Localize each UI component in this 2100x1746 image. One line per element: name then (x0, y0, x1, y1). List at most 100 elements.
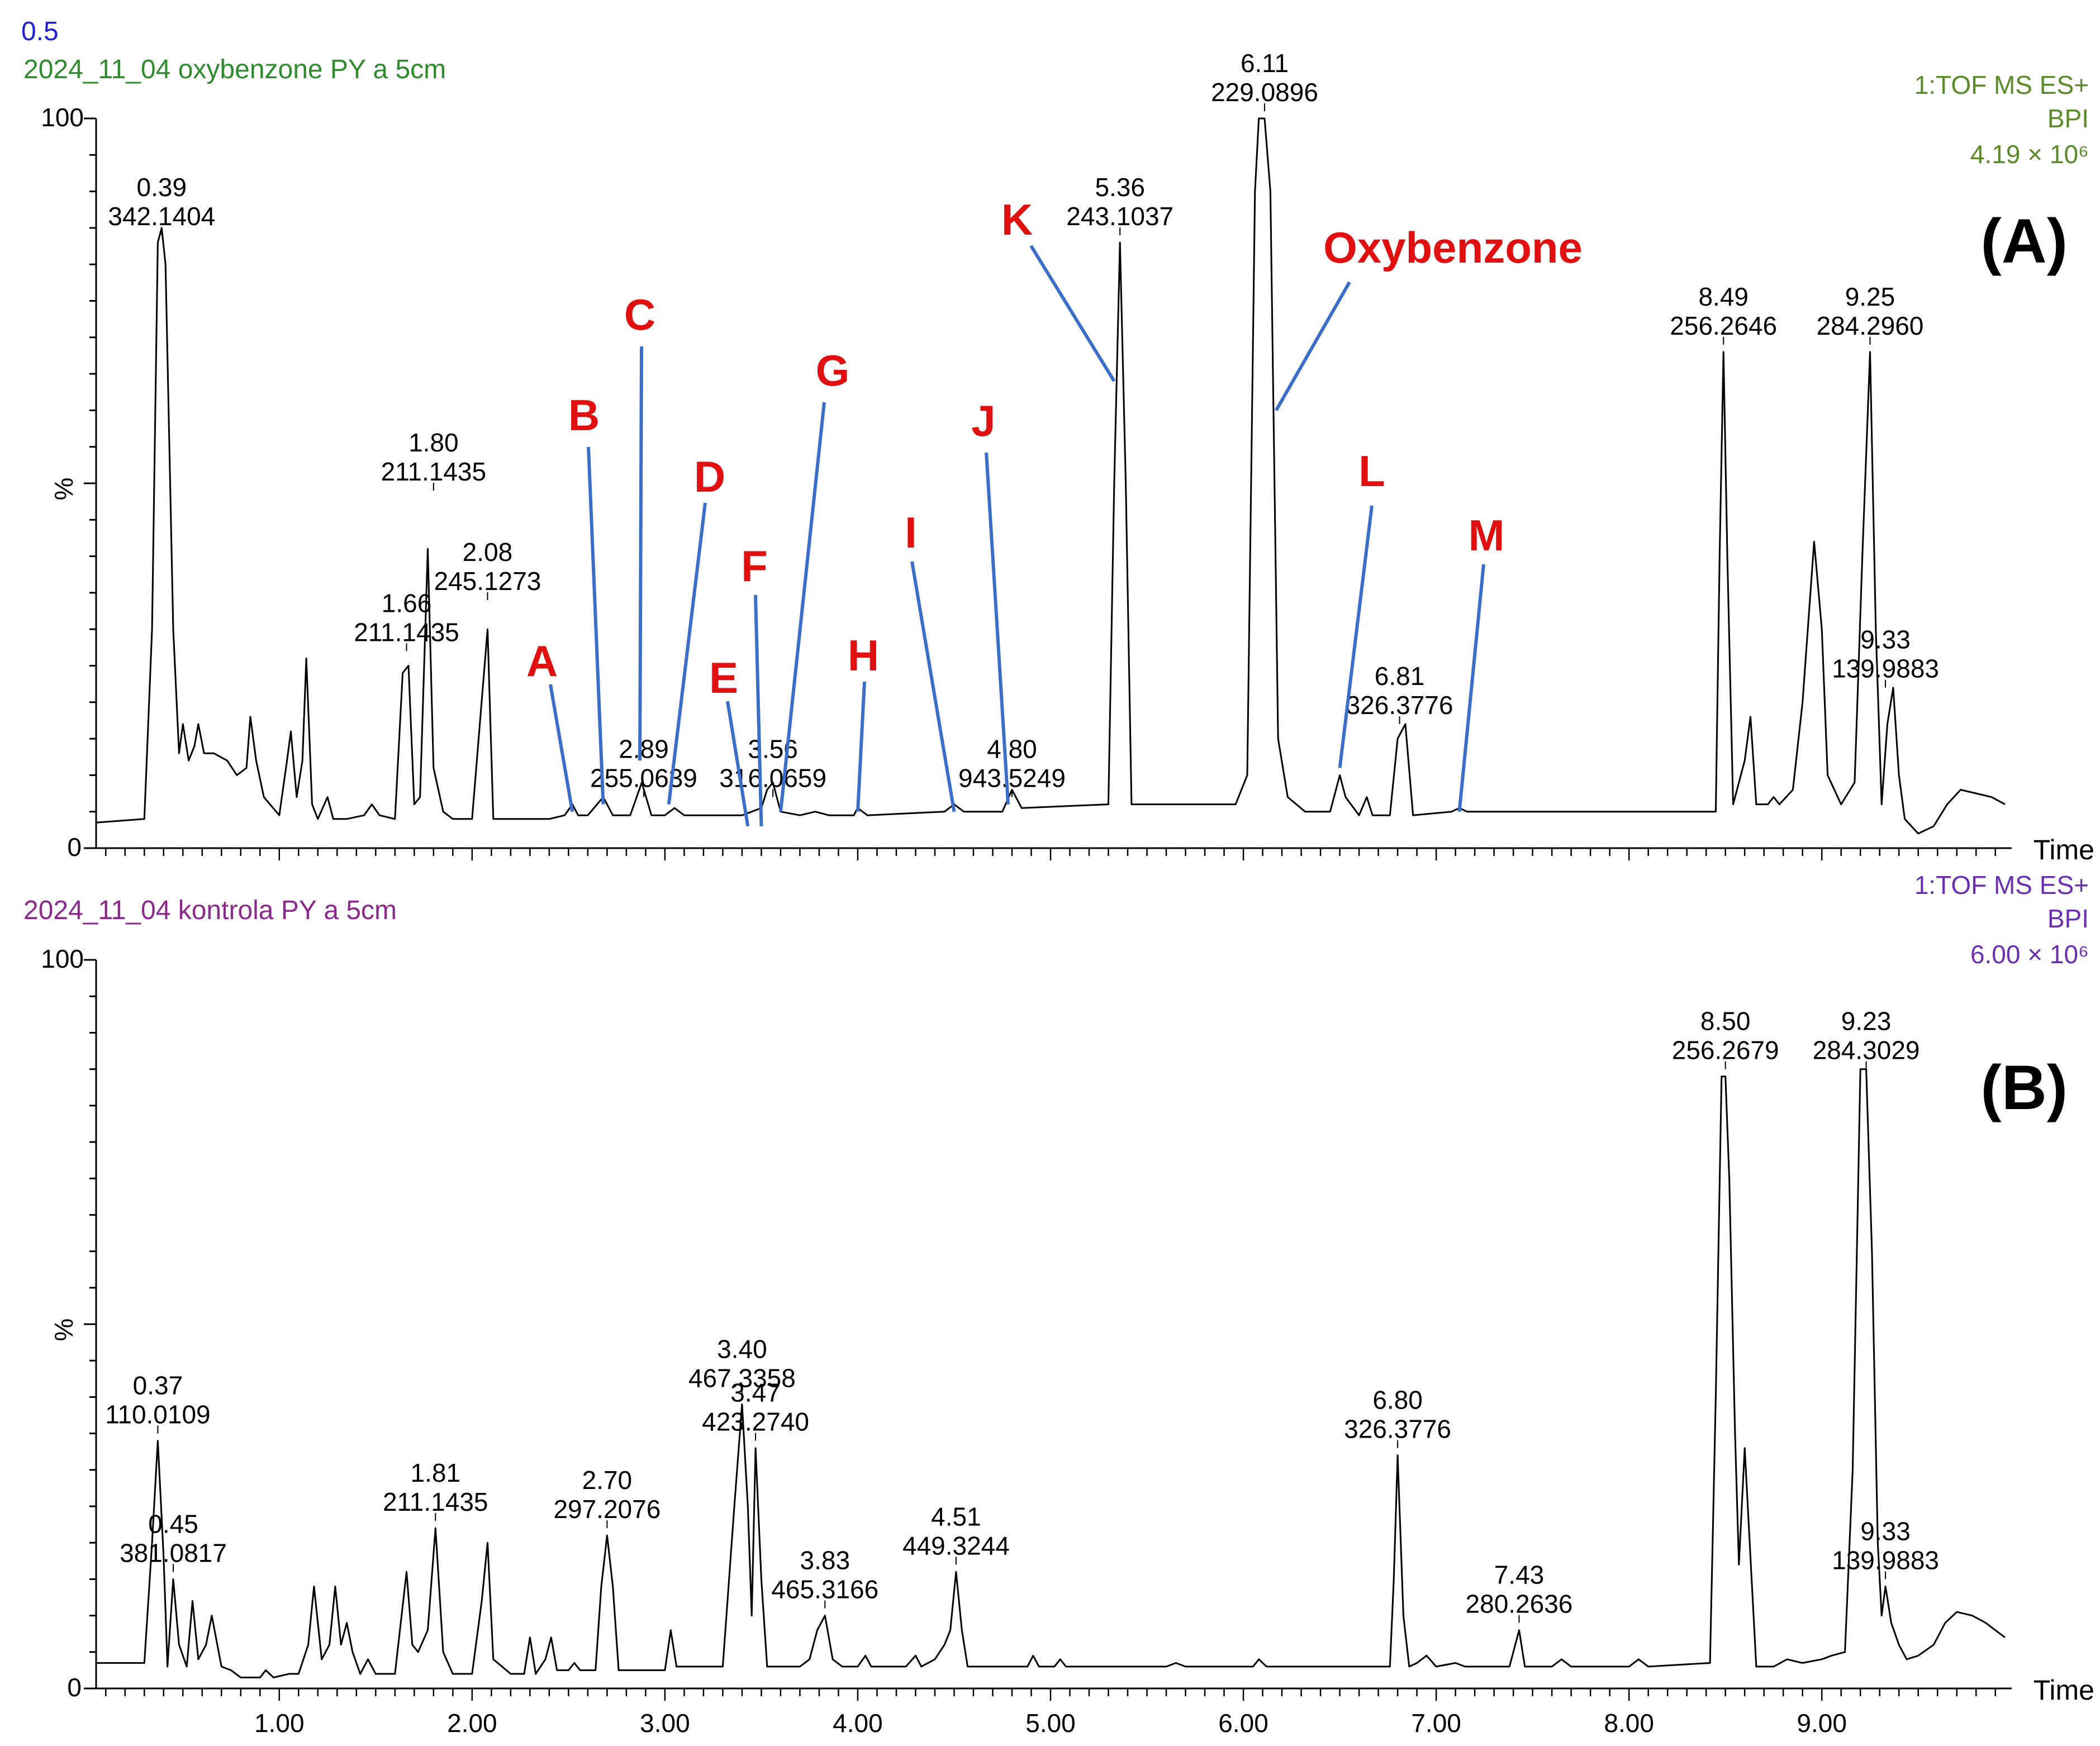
peak-label-rt: 9.25 (1845, 282, 1895, 311)
peak-label-mz: 243.1037 (1066, 202, 1173, 231)
peak-label-mz: 326.3776 (1346, 691, 1453, 720)
annotation-label: B (568, 391, 600, 440)
peak-label-mz: 256.2679 (1672, 1036, 1779, 1065)
peak-label-rt: 1.81 (411, 1458, 461, 1487)
peak-label-mz: 423.2740 (702, 1407, 809, 1436)
panel-title: 2024_11_04 kontrola PY a 5cm (23, 896, 397, 925)
peak-label-rt: 0.45 (148, 1509, 198, 1538)
annotation-label: M (1469, 511, 1505, 560)
peak-label-mz: 211.1435 (354, 617, 459, 646)
peak-label-mz: 465.3166 (771, 1575, 878, 1604)
x-tick-label: 1.00 (254, 1709, 305, 1738)
annotation-leader-line (754, 594, 763, 826)
x-tick-label: 3.00 (640, 1709, 690, 1738)
annotation-leader-line (667, 502, 707, 805)
acquisition-info-line: 1:TOF MS ES+ (1914, 870, 2089, 900)
acquisition-info-line: BPI (2047, 904, 2089, 933)
x-axis-label: Time (2034, 1674, 2094, 1706)
annotation-leader-line (1275, 281, 1351, 411)
x-tick-label: 7.00 (1411, 1709, 1461, 1738)
y-tick-label: 100 (41, 103, 84, 132)
annotation-leader-line (638, 346, 643, 761)
peak-label-mz: 381.0817 (120, 1538, 227, 1567)
annotation-leader-line (549, 684, 574, 812)
peak-label-mz: 110.0109 (105, 1400, 210, 1429)
annotation-leader-line (1457, 564, 1485, 812)
annotation-leader-line (587, 446, 605, 805)
peak-label-rt: 3.47 (730, 1378, 781, 1407)
annotation-label: K (1001, 195, 1033, 244)
panel-label: (B) (1981, 1053, 2068, 1122)
x-tick-label: 6.00 (1218, 1709, 1268, 1738)
annotation-leader-line (726, 701, 750, 827)
chromatogram-trace (96, 1068, 2006, 1678)
peak-label-rt: 6.11 (1241, 49, 1289, 78)
peak-label-mz: 284.3029 (1813, 1036, 1920, 1065)
peak-label-mz: 255.0639 (590, 764, 697, 793)
peak-label-rt: 4.51 (931, 1502, 981, 1531)
annotation-leader-line (910, 561, 956, 812)
annotation-label: A (526, 636, 558, 686)
x-tick-label: 9.00 (1797, 1709, 1847, 1738)
x-tick-label: 2.00 (447, 1709, 497, 1738)
peak-label-rt: 8.49 (1698, 282, 1749, 311)
peak-label-mz: 229.0896 (1211, 78, 1318, 107)
peak-label-mz: 326.3776 (1344, 1415, 1451, 1444)
panel-a: 2024_11_04 oxybenzone PY a 5cm 1:TOF MS E… (23, 49, 2094, 865)
annotation-label: F (741, 541, 768, 591)
annotation-leader-line (1029, 245, 1116, 382)
peak-label-rt: 9.33 (1860, 1516, 1911, 1545)
annotation-label: H (848, 631, 879, 680)
peak-label-rt: 8.50 (1700, 1007, 1751, 1036)
annotation-leader-line (985, 452, 1010, 805)
y-tick-label: 0 (67, 1673, 82, 1702)
peak-label-rt: 0.37 (133, 1371, 183, 1400)
peak-label-mz: 211.1435 (381, 457, 486, 486)
peak-label-mz: 943.5249 (958, 764, 1066, 793)
peak-label-mz: 245.1273 (434, 567, 541, 596)
peak-label-mz: 284.2960 (1817, 311, 1924, 340)
peak-label-mz: 256.2646 (1670, 311, 1777, 340)
peak-label-mz: 467.3358 (688, 1363, 796, 1392)
y-axis-label: % (49, 478, 78, 501)
peak-label-rt: 7.43 (1494, 1561, 1545, 1590)
panel-b: 2024_11_04 kontrola PY a 5cm 1:TOF MS ES+… (23, 870, 2094, 1738)
peak-label-rt: 9.33 (1860, 625, 1911, 654)
annotation-label: L (1358, 446, 1385, 496)
peak-label-rt: 6.81 (1375, 662, 1425, 691)
annotation-leader-line (778, 402, 826, 812)
x-axis-label: Time (2034, 834, 2094, 865)
annotation-label: I (905, 508, 917, 557)
annotation-label: G (816, 346, 850, 395)
scale-label: 0.5 (21, 17, 59, 46)
annotation-leader-line (1338, 505, 1374, 768)
peak-label-mz: 342.1404 (108, 202, 215, 231)
panel-label: (A) (1981, 206, 2068, 276)
chromatogram-trace (96, 117, 2006, 835)
panel-title: 2024_11_04 oxybenzone PY a 5cm (23, 55, 446, 84)
acquisition-info-line: 6.00 × 10⁶ (1970, 940, 2089, 969)
peak-label-mz: 211.1435 (383, 1487, 488, 1516)
peak-label-rt: 1.66 (382, 588, 432, 617)
peak-label-rt: 4.80 (987, 735, 1037, 764)
acquisition-info-line: 1:TOF MS ES+ (1914, 70, 2089, 99)
peak-label-mz: 297.2076 (553, 1495, 661, 1524)
peak-label-rt: 3.40 (717, 1334, 767, 1363)
acquisition-info-line: BPI (2047, 104, 2089, 133)
annotation-label: C (624, 290, 655, 339)
peak-label-rt: 3.83 (800, 1546, 851, 1575)
x-tick-label: 4.00 (833, 1709, 883, 1738)
y-axis-label: % (49, 1319, 78, 1341)
peak-label-rt: 6.80 (1372, 1386, 1423, 1415)
peak-label-rt: 9.23 (1841, 1007, 1892, 1036)
peak-label-rt: 0.39 (137, 173, 187, 202)
annotation-label: D (694, 452, 725, 501)
x-tick-label: 8.00 (1604, 1709, 1654, 1738)
peak-label-rt: 2.89 (619, 735, 669, 764)
peak-label-mz: 280.2636 (1466, 1590, 1573, 1619)
x-tick-label: 5.00 (1025, 1709, 1076, 1738)
peak-label-mz: 139.9883 (1832, 654, 1939, 683)
annotation-label: Oxybenzone (1323, 223, 1583, 272)
peak-label-rt: 1.80 (408, 428, 459, 457)
acquisition-info-line: 4.19 × 10⁶ (1970, 140, 2089, 169)
